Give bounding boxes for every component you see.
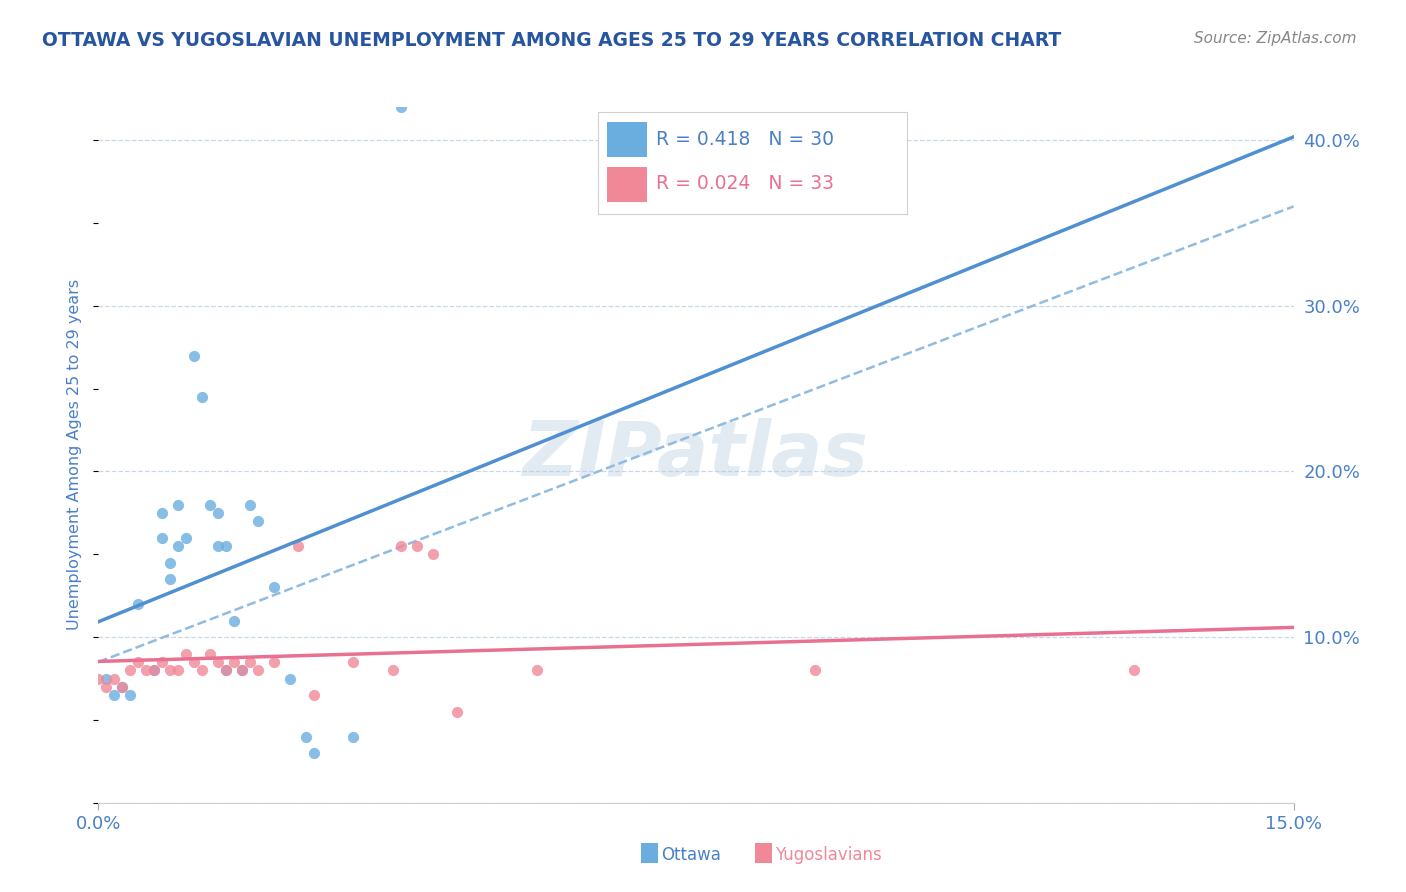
- Point: [103, 672, 125, 686]
- Point: [103, 688, 125, 702]
- Point: [342, 655, 364, 669]
- Bar: [607, 122, 647, 157]
- Point: [526, 663, 548, 677]
- Point: [422, 547, 444, 561]
- Point: [342, 730, 364, 744]
- Text: ZIPatlas: ZIPatlas: [523, 418, 869, 491]
- Point: [207, 539, 229, 553]
- Point: [231, 663, 253, 677]
- Point: [120, 688, 142, 702]
- Text: R = 0.024   N = 33: R = 0.024 N = 33: [657, 174, 834, 194]
- Point: [111, 680, 134, 694]
- Point: [446, 705, 468, 719]
- Point: [167, 539, 190, 553]
- Point: [127, 655, 149, 669]
- Point: [143, 663, 166, 677]
- Bar: [607, 167, 647, 202]
- Text: R = 0.418   N = 30: R = 0.418 N = 30: [657, 129, 834, 149]
- Point: [222, 655, 245, 669]
- Text: Yugoslavians: Yugoslavians: [775, 846, 882, 863]
- Point: [167, 498, 190, 512]
- Point: [302, 688, 325, 702]
- Point: [191, 390, 214, 404]
- Point: [87, 672, 110, 686]
- Point: [263, 655, 285, 669]
- Point: [120, 663, 142, 677]
- Point: [389, 100, 412, 114]
- Point: [278, 672, 301, 686]
- Point: [207, 655, 229, 669]
- Point: [382, 663, 405, 677]
- Point: [143, 663, 166, 677]
- Point: [127, 597, 149, 611]
- Point: [246, 663, 269, 677]
- Point: [183, 655, 205, 669]
- Point: [215, 663, 238, 677]
- Point: [287, 539, 309, 553]
- Point: [159, 572, 181, 586]
- Point: [191, 663, 214, 677]
- Point: [294, 730, 316, 744]
- Point: [804, 663, 827, 677]
- Text: Source: ZipAtlas.com: Source: ZipAtlas.com: [1194, 31, 1357, 46]
- Point: [198, 498, 221, 512]
- Point: [389, 539, 412, 553]
- Point: [302, 746, 325, 760]
- Point: [198, 647, 221, 661]
- Point: [150, 506, 173, 520]
- Point: [1123, 663, 1146, 677]
- Point: [263, 581, 285, 595]
- Point: [246, 514, 269, 528]
- Point: [222, 614, 245, 628]
- Point: [207, 506, 229, 520]
- Y-axis label: Unemployment Among Ages 25 to 29 years: Unemployment Among Ages 25 to 29 years: [67, 279, 83, 631]
- Point: [96, 680, 118, 694]
- Point: [215, 539, 238, 553]
- Point: [167, 663, 190, 677]
- Point: [159, 556, 181, 570]
- Text: OTTAWA VS YUGOSLAVIAN UNEMPLOYMENT AMONG AGES 25 TO 29 YEARS CORRELATION CHART: OTTAWA VS YUGOSLAVIAN UNEMPLOYMENT AMONG…: [42, 31, 1062, 50]
- Point: [406, 539, 429, 553]
- Point: [183, 349, 205, 363]
- Point: [231, 663, 253, 677]
- Point: [159, 663, 181, 677]
- Point: [215, 663, 238, 677]
- Point: [174, 531, 197, 545]
- Point: [239, 498, 262, 512]
- Text: Ottawa: Ottawa: [661, 846, 721, 863]
- Point: [111, 680, 134, 694]
- Point: [96, 672, 118, 686]
- Point: [239, 655, 262, 669]
- Point: [135, 663, 157, 677]
- Point: [174, 647, 197, 661]
- Point: [150, 531, 173, 545]
- Point: [150, 655, 173, 669]
